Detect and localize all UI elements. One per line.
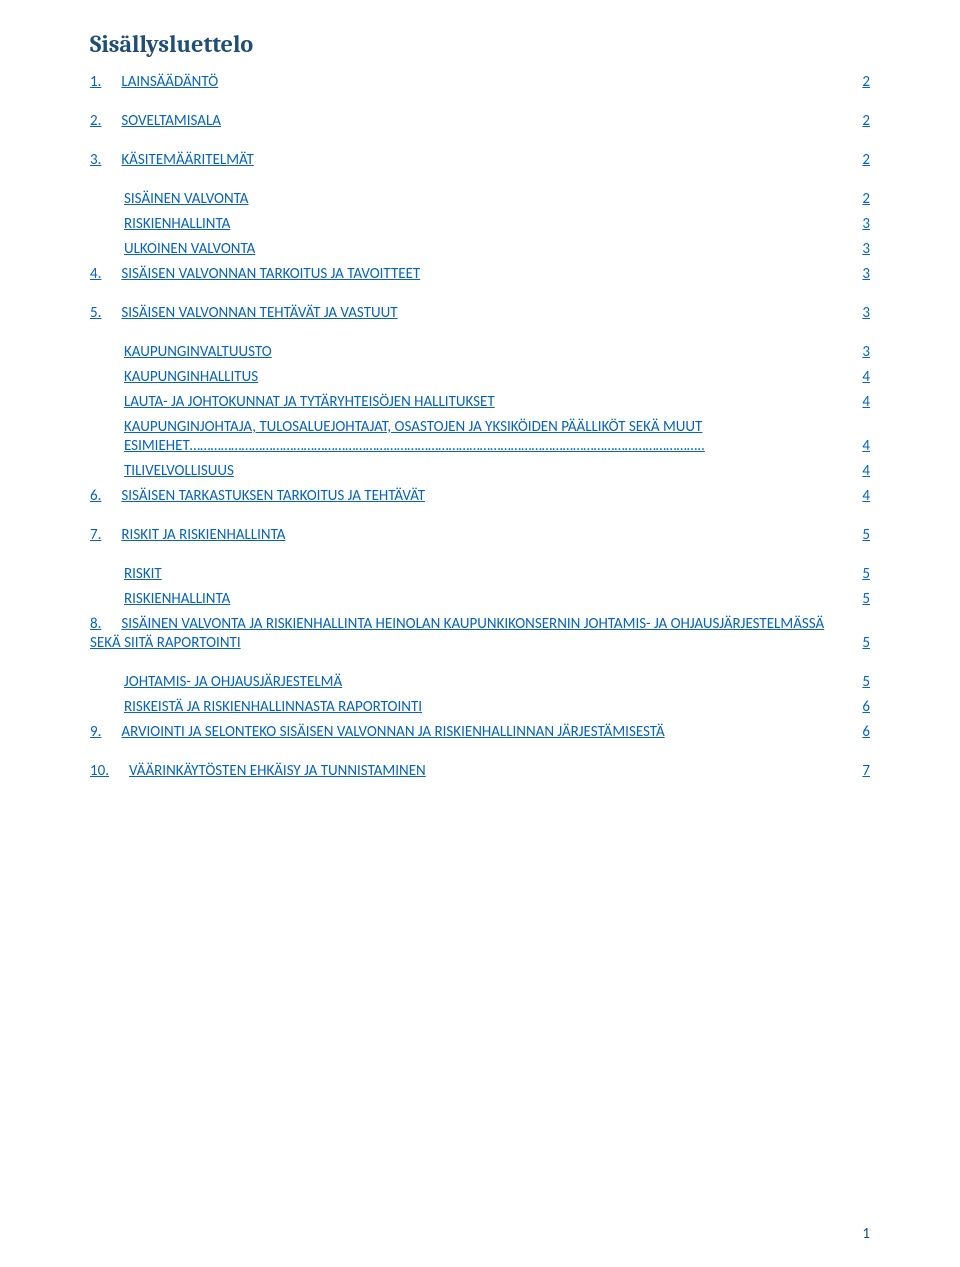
spacer (90, 511, 870, 525)
toc-entry-number[interactable]: 3. (90, 151, 101, 169)
toc-entry-link[interactable]: RISKEISTÄ JA RISKIENHALLINNASTA RAPORTOI… (124, 698, 422, 716)
toc-entry-number[interactable]: 7. (90, 526, 101, 544)
toc-entry-page[interactable]: 5 (854, 565, 870, 583)
toc-entry-link[interactable]: ULKOINEN VALVONTA (124, 240, 255, 258)
toc-level1-row: 6. SISÄISEN TARKASTUKSEN TARKOITUS JA TEH… (90, 486, 870, 505)
toc-entry-link[interactable]: SISÄINEN VALVONTA JA RISKIENHALLINTA HEI… (90, 615, 824, 652)
toc-entry-link[interactable]: KAUPUNGINJOHTAJA, TULOSALUEJOHTAJAT, OSA… (124, 418, 705, 455)
toc-entry-page[interactable]: 4 (854, 462, 870, 480)
toc-title: Sisällysluettelo (90, 30, 870, 58)
spacer (90, 289, 870, 303)
toc-entry-page[interactable]: 4 (854, 487, 870, 505)
toc-entry-page[interactable]: 3 (854, 343, 870, 361)
toc-entry-link[interactable]: RISKIENHALLINTA (124, 590, 230, 608)
toc-entry-page[interactable]: 3 (854, 265, 870, 283)
toc-entry-page[interactable]: 7 (854, 762, 870, 780)
toc-entry-page[interactable]: 6 (854, 723, 870, 741)
toc-entry-link[interactable]: JOHTAMIS- JA OHJAUSJÄRJESTELMÄ (124, 673, 342, 691)
toc-level2-row: JOHTAMIS- JA OHJAUSJÄRJESTELMÄ 5 (90, 672, 870, 691)
toc-entry-page[interactable]: 4 (854, 393, 870, 411)
page-number: 1 (862, 1225, 870, 1243)
toc-level2-row: SISÄINEN VALVONTA 2 (90, 189, 870, 208)
toc-entry-link[interactable]: TILIVELVOLLISUUS (124, 462, 234, 480)
toc-entry-link[interactable]: RISKIENHALLINTA (124, 215, 230, 233)
toc-entry-page[interactable]: 5 (854, 526, 870, 544)
toc-level1-row: 7. RISKIT JA RISKIENHALLINTA 5 (90, 525, 870, 544)
toc-entry-link[interactable]: SOVELTAMISALA (121, 112, 221, 130)
toc-entry-page[interactable]: 3 (854, 215, 870, 233)
toc-level2-row: RISKIENHALLINTA 5 (90, 589, 870, 608)
toc-entry-page[interactable]: 2 (854, 190, 870, 208)
toc-entry-number[interactable]: 8. (90, 615, 101, 633)
toc-entry-number[interactable]: 5. (90, 304, 101, 322)
spacer (90, 550, 870, 564)
toc-entry-page[interactable]: 3 (854, 304, 870, 322)
toc-entry-page[interactable]: 2 (854, 151, 870, 169)
spacer (90, 658, 870, 672)
toc-entry-page[interactable]: 4 (854, 437, 870, 455)
toc-entry-page[interactable]: 5 (854, 673, 870, 691)
toc-entry-link[interactable]: KAUPUNGINVALTUUSTO (124, 343, 272, 361)
toc-entry-page[interactable]: 2 (854, 73, 870, 91)
toc-level1-row: 9. ARVIOINTI JA SELONTEKO SISÄISEN VALVON… (90, 722, 870, 741)
toc-level2-row: ULKOINEN VALVONTA 3 (90, 239, 870, 258)
toc-entry-page[interactable]: 5 (854, 634, 870, 652)
toc-entry-number[interactable]: 6. (90, 487, 101, 505)
toc-entry-link[interactable]: ARVIOINTI JA SELONTEKO SISÄISEN VALVONNA… (121, 723, 664, 741)
toc-level2-row: RISKIENHALLINTA 3 (90, 214, 870, 233)
toc-level2-row: TILIVELVOLLISUUS 4 (90, 461, 870, 480)
toc-level2-row: RISKIT 5 (90, 564, 870, 583)
toc-entry-link[interactable]: LAINSÄÄDÄNTÖ (121, 73, 218, 91)
toc-entry-page[interactable]: 5 (854, 590, 870, 608)
toc-level1-row: 10. VÄÄRINKÄYTÖSTEN EHKÄISY JA TUNNISTAMI… (90, 761, 870, 780)
spacer (90, 97, 870, 111)
toc-level1-row: 3. KÄSITEMÄÄRITELMÄT 2 (90, 150, 870, 169)
toc-entry-number[interactable]: 9. (90, 723, 101, 741)
toc-level2-row: RISKEISTÄ JA RISKIENHALLINNASTA RAPORTOI… (90, 697, 870, 716)
toc-level1-row: 4. SISÄISEN VALVONNAN TARKOITUS JA TAVOIT… (90, 264, 870, 283)
toc-entry-page[interactable]: 4 (854, 368, 870, 386)
toc-entry-number[interactable]: 4. (90, 265, 101, 283)
toc-entry-number[interactable]: 10. (90, 762, 109, 780)
toc-level1-row: 8.SISÄINEN VALVONTA JA RISKIENHALLINTA H… (90, 614, 870, 652)
toc-entry-link[interactable]: KAUPUNGINHALLITUS (124, 368, 258, 386)
toc-entry-number[interactable]: 2. (90, 112, 101, 130)
toc-entry-page[interactable]: 6 (854, 698, 870, 716)
toc-entry-link[interactable]: LAUTA- JA JOHTOKUNNAT JA TYTÄRYHTEISÖJEN… (124, 393, 495, 411)
toc-entry-link[interactable]: RISKIT JA RISKIENHALLINTA (121, 526, 285, 544)
toc-level1-row: 1. LAINSÄÄDÄNTÖ 2 (90, 72, 870, 91)
table-of-contents: 1. LAINSÄÄDÄNTÖ 2 2. SOVELTAMISALA 2 3. KÄSITEM… (90, 72, 870, 780)
toc-level2-row: KAUPUNGINJOHTAJA, TULOSALUEJOHTAJAT, OSA… (90, 417, 870, 455)
toc-entry-link[interactable]: SISÄINEN VALVONTA (124, 190, 248, 208)
toc-level1-row: 2. SOVELTAMISALA 2 (90, 111, 870, 130)
toc-entry-link[interactable]: VÄÄRINKÄYTÖSTEN EHKÄISY JA TUNNISTAMINEN (129, 762, 426, 780)
toc-level1-row: 5. SISÄISEN VALVONNAN TEHTÄVÄT JA VASTUUT… (90, 303, 870, 322)
toc-entry-page[interactable]: 3 (854, 240, 870, 258)
toc-entry-link[interactable]: KÄSITEMÄÄRITELMÄT (121, 151, 253, 169)
toc-entry-link[interactable]: SISÄISEN TARKASTUKSEN TARKOITUS JA TEHTÄ… (121, 487, 425, 505)
toc-entry-page[interactable]: 2 (854, 112, 870, 130)
spacer (90, 328, 870, 342)
toc-entry-link[interactable]: SISÄISEN VALVONNAN TEHTÄVÄT JA VASTUUT (121, 304, 397, 322)
toc-entry-link[interactable]: RISKIT (124, 565, 162, 583)
spacer (90, 175, 870, 189)
spacer (90, 747, 870, 761)
toc-level2-row: KAUPUNGINVALTUUSTO 3 (90, 342, 870, 361)
toc-entry-link[interactable]: SISÄISEN VALVONNAN TARKOITUS JA TAVOITTE… (121, 265, 420, 283)
spacer (90, 136, 870, 150)
toc-entry-number[interactable]: 1. (90, 73, 101, 91)
toc-level2-row: KAUPUNGINHALLITUS 4 (90, 367, 870, 386)
toc-level2-row: LAUTA- JA JOHTOKUNNAT JA TYTÄRYHTEISÖJEN… (90, 392, 870, 411)
